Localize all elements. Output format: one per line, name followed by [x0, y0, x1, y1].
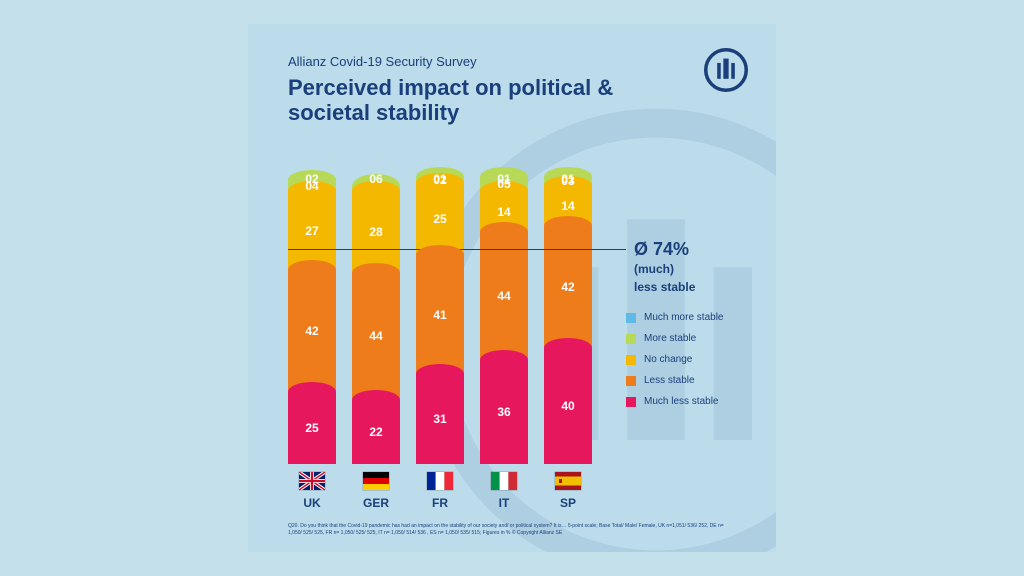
segment-value: 27: [288, 225, 336, 237]
average-sub2: less stable: [634, 280, 695, 296]
legend-label: More stable: [644, 333, 696, 344]
bar-segment: 44: [352, 273, 400, 401]
segment-value: 25: [288, 422, 336, 434]
segment-value: 42: [288, 325, 336, 337]
bar-segment: 27: [288, 191, 336, 269]
country-axis: UK GER FR IT SP: [288, 472, 592, 510]
bar-segment: 44: [480, 232, 528, 360]
legend-swatch: [626, 397, 636, 407]
bar-segment: 42: [288, 270, 336, 392]
legend: Much more stable More stable No change Less…: [626, 312, 723, 417]
segment-value: 28: [352, 226, 400, 238]
segment-value: 04: [288, 180, 336, 192]
segment-value: 42: [544, 281, 592, 293]
country-code: IT: [480, 496, 528, 510]
allianz-logo-icon: [704, 48, 748, 92]
bar-column: 06 28 44 22: [352, 174, 400, 464]
segment-value: 22: [352, 426, 400, 438]
country-cell: GER: [352, 472, 400, 510]
segment-value: 06: [352, 173, 400, 185]
uk-flag-icon: [299, 472, 325, 490]
country-cell: FR: [416, 472, 464, 510]
bar-column: 0105144436: [480, 174, 528, 464]
country-cell: SP: [544, 472, 592, 510]
country-code: SP: [544, 496, 592, 510]
infographic-card: Allianz Covid-19 Security Survey Perceiv…: [248, 24, 776, 552]
legend-item: No change: [626, 354, 723, 365]
segment-value: 03: [544, 175, 592, 187]
segment-value: 02: [416, 174, 464, 186]
header: Allianz Covid-19 Security Survey Perceiv…: [288, 54, 686, 126]
legend-item: Much more stable: [626, 312, 723, 323]
legend-label: Much less stable: [644, 396, 718, 407]
average-value: Ø 74%: [634, 239, 695, 260]
legend-swatch: [626, 376, 636, 386]
it-flag-icon: [491, 472, 517, 490]
bar-segment: 05: [480, 177, 528, 192]
segment-value: 14: [544, 200, 592, 212]
fr-flag-icon: [427, 472, 453, 490]
legend-swatch: [626, 313, 636, 323]
footnote: Q20. Do you think that the Covid-19 pand…: [288, 523, 736, 536]
segment-value: 40: [544, 400, 592, 412]
legend-label: No change: [644, 354, 692, 365]
bar-segment: 41: [416, 255, 464, 374]
bar-segment: 40: [544, 348, 592, 464]
country-cell: IT: [480, 472, 528, 510]
segment-value: 41: [416, 309, 464, 321]
bar-segment: 04: [288, 180, 336, 192]
bar-segment: 02: [416, 177, 464, 183]
segment-value: 14: [480, 206, 528, 218]
bar-segment: 03: [544, 177, 592, 186]
legend-item: Much less stable: [626, 396, 723, 407]
segment-value: 44: [352, 330, 400, 342]
segment-value: 25: [416, 213, 464, 225]
bar-segment: 31: [416, 374, 464, 464]
de-flag-icon: [363, 472, 389, 490]
bar-column: 0102254131: [416, 174, 464, 464]
segment-value: 36: [480, 406, 528, 418]
legend-item: Less stable: [626, 375, 723, 386]
country-code: GER: [352, 496, 400, 510]
country-cell: UK: [288, 472, 336, 510]
survey-subtitle: Allianz Covid-19 Security Survey: [288, 54, 686, 69]
legend-label: Much more stable: [644, 312, 723, 323]
legend-swatch: [626, 334, 636, 344]
bar-segment: 42: [544, 226, 592, 348]
bar-column: 0204274225: [288, 174, 336, 464]
average-annotation: Ø 74% (much) less stable: [634, 239, 695, 295]
country-code: UK: [288, 496, 336, 510]
segment-value: 31: [416, 413, 464, 425]
es-flag-icon: [555, 472, 581, 490]
segment-value: 44: [480, 290, 528, 302]
average-sub1: (much): [634, 262, 695, 278]
segment-value: 05: [480, 178, 528, 190]
legend-swatch: [626, 355, 636, 365]
chart-title: Perceived impact on political & societal…: [288, 75, 686, 126]
bar-segment: 25: [288, 392, 336, 465]
legend-item: More stable: [626, 333, 723, 344]
legend-label: Less stable: [644, 375, 695, 386]
bar-segment: 22: [352, 400, 400, 464]
bar-segment: 36: [480, 360, 528, 464]
country-code: FR: [416, 496, 464, 510]
bar-column: 0103144240: [544, 174, 592, 464]
stacked-bar-chart: 0204274225062844220102254131010514443601…: [288, 174, 598, 464]
bar-segment: 28: [352, 191, 400, 272]
